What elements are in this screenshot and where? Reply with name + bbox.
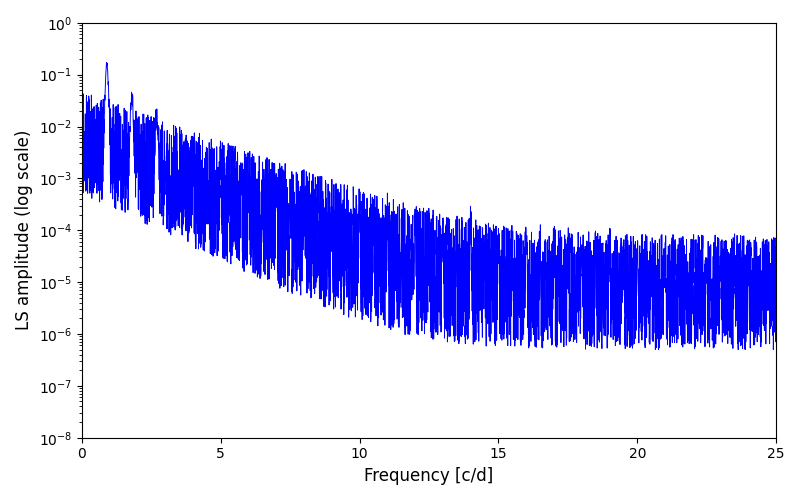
X-axis label: Frequency [c/d]: Frequency [c/d] — [364, 467, 494, 485]
Y-axis label: LS amplitude (log scale): LS amplitude (log scale) — [15, 130, 33, 330]
